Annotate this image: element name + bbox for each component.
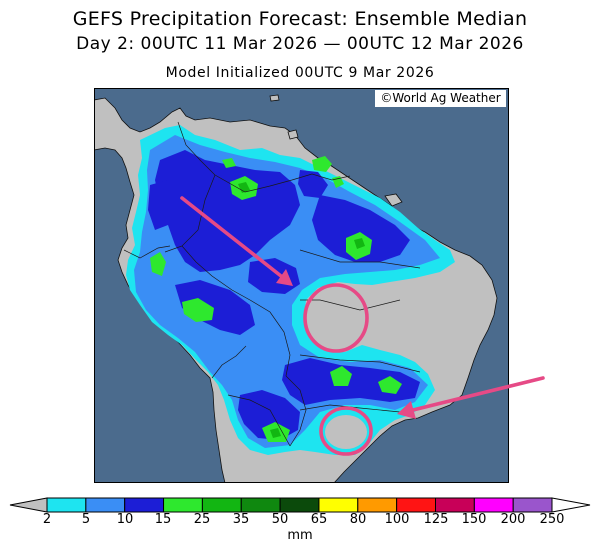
precip-blob-para [312,195,410,262]
colorbar-tick-label: 2 [42,512,52,527]
colorbar-segments [9,497,591,513]
border-colombia-venezuela [177,121,216,176]
colorbar-segment-2-5 [46,497,87,513]
colorbar-segment-15-25 [163,497,203,513]
colorbar-under-triangle [9,497,48,513]
colorbar-tick-label: 50 [271,512,289,527]
precip-blob-colombia [148,180,175,230]
precip-darkgreen-2 [354,238,365,249]
precip-blob-west [175,280,255,335]
border-bolivia-brazil [249,299,291,377]
colorbar-unit-label: mm [287,528,313,543]
island-marajo [384,193,403,207]
precip-green-6 [330,366,352,386]
precip-green-4 [150,252,166,276]
precipitation-map [94,88,509,483]
colorbar-over-triangle [551,497,591,513]
border-ecuador-peru [123,245,171,259]
colorbar-segment-200-250 [512,497,553,513]
precip-green-2 [312,156,332,172]
country-borders [123,121,421,447]
border-state-1 [299,249,421,269]
colorbar-tick-label: 5 [81,512,91,527]
colorbar-tick-label: 10 [116,512,134,527]
border-state-3 [299,354,421,373]
colorbar-segment-150-200 [473,497,514,513]
precip-25-35mm [238,182,365,438]
precip-green-5 [182,298,214,322]
colorbar-tick-label: 15 [154,512,172,527]
precip-blob-guianas [298,170,328,198]
colorbar-segment-100-125 [396,497,436,513]
colorbar-tick-label: 200 [500,512,526,527]
colorbar-segment-10-15 [124,497,165,513]
map-canvas [95,89,508,482]
chart-title: GEFS Precipitation Forecast: Ensemble Me… [72,8,528,30]
border-paraguay [285,375,307,447]
border-brazil-north [214,173,351,193]
island-caribbean [269,94,280,102]
colorbar-tick-label: 250 [539,512,565,527]
colorbar-segment-80-100 [357,497,398,513]
colorbar-segment-35-50 [240,497,281,513]
valid-period: Day 2: 00UTC 11 Mar 2026 — 00UTC 12 Mar … [76,34,524,54]
colorbar-segment-65-80 [318,497,359,513]
precip-darkgreen-1 [238,182,250,193]
colorbar-tick-label: 80 [349,512,367,527]
colorbar-tick-label: 35 [232,512,250,527]
precip-green-10 [222,158,236,168]
border-chile-bolivia [211,345,247,379]
precip-green-7 [378,376,402,394]
colorbar-tick-label: 100 [384,512,410,527]
colorbar-tick-label: 65 [310,512,328,527]
border-argentina [227,394,291,447]
precip-darkgreen-3 [270,428,281,438]
colorbar-segment-125-150 [435,497,475,513]
colorbar-segment-5-10 [85,497,126,513]
model-init-time: Model Initialized 00UTC 9 Mar 2026 [165,65,435,81]
island-trinidad [287,129,299,140]
precip-blob-southeast [282,358,420,405]
colorbar-segment-25-35 [201,497,242,513]
colorbar-tick-label: 150 [461,512,487,527]
colorbar-tick-label: 25 [193,512,211,527]
copyright-label: ©World Ag Weather [375,90,506,107]
colorbar-tick-label: 125 [423,512,449,527]
colorbar-segment-50-65 [279,497,320,513]
